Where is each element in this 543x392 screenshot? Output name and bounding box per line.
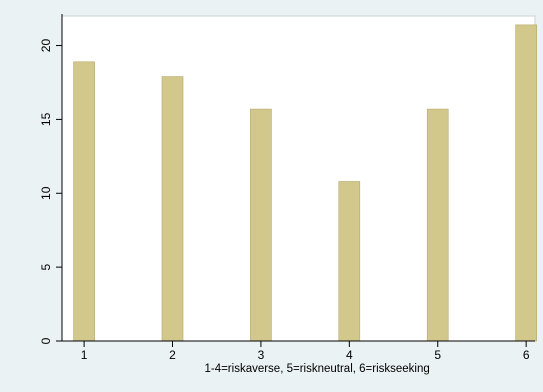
x-tick-label-3: 3	[258, 348, 265, 362]
plot-area	[61, 15, 536, 342]
bar-6	[515, 24, 538, 342]
x-tick-label-5: 5	[434, 348, 441, 362]
bar-4	[338, 181, 361, 342]
bar-2	[161, 76, 184, 342]
bar-1	[73, 61, 95, 342]
y-tick-label-5: 5	[39, 263, 53, 270]
x-tick-label-2: 2	[169, 348, 176, 362]
y-tick-label-10: 10	[39, 186, 53, 200]
bar-3	[250, 108, 272, 342]
bar-5	[426, 108, 449, 342]
x-axis-title: 1-4=riskaverse, 5=riskneutral, 6=risksee…	[204, 363, 429, 375]
x-tick-label-1: 1	[81, 348, 88, 362]
y-tick-label-0: 0	[39, 337, 53, 344]
y-tick-label-20: 20	[39, 39, 53, 53]
x-tick-label-4: 4	[346, 348, 353, 362]
x-axis: 1 2 3 4 5 6	[62, 340, 535, 362]
x-tick-label-6: 6	[523, 348, 530, 362]
bars-group	[73, 24, 538, 342]
y-axis: 0 5 10 15 20	[39, 14, 63, 344]
y-tick-label-15: 15	[39, 112, 53, 126]
